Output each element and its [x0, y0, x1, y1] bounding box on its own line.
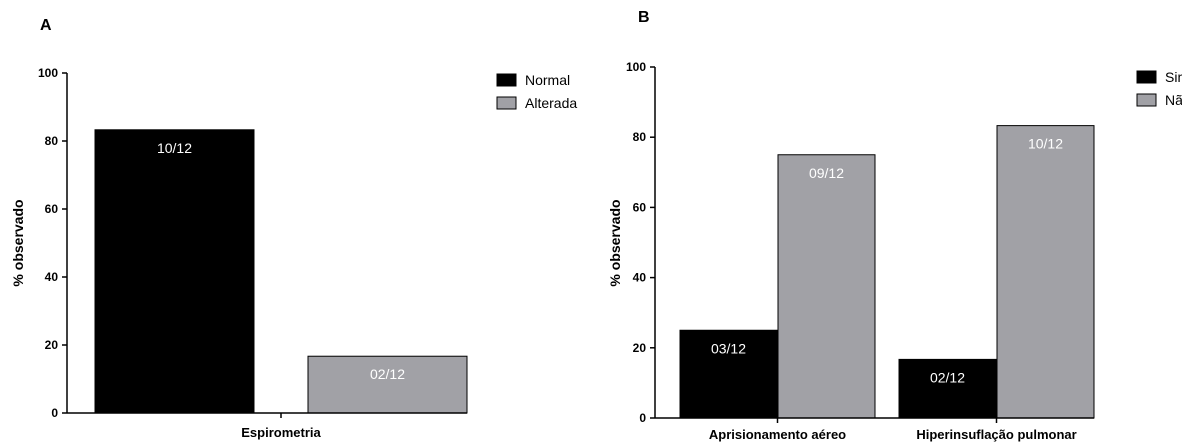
- chart-panel-a: A % observado 10/12 02/12 0 20 40 60 80 100 Espiro…: [10, 17, 577, 440]
- panel-label: A: [40, 17, 52, 34]
- y-tick-label: 0: [51, 406, 58, 420]
- bars: 03/12 09/12 02/12 10/12: [679, 125, 1095, 419]
- chart-panel-b: B % observado 03/12 09/12 02/12 10/12 0 20 40 60 8…: [607, 9, 1182, 442]
- x-category-label: Espirometria: [241, 425, 321, 440]
- legend-swatch: [496, 73, 517, 87]
- legend-label: Sim: [1165, 69, 1182, 85]
- y-tick-label: 20: [45, 338, 59, 352]
- panel-label: B: [638, 9, 650, 26]
- y-tick-label: 40: [633, 271, 647, 285]
- legend-swatch: [496, 96, 517, 110]
- bar-alterada: [307, 355, 468, 414]
- y-tick-label: 100: [38, 66, 58, 80]
- bars: 10/12 02/12: [94, 129, 468, 414]
- legend-swatch: [1136, 93, 1157, 107]
- y-tick-label: 80: [633, 130, 647, 144]
- bar-normal: [94, 129, 255, 414]
- bar-data-label: 02/12: [930, 369, 965, 385]
- legend: Normal Alterada: [496, 72, 577, 111]
- bar-data-label: 10/12: [157, 140, 192, 156]
- legend: Sim Não: [1136, 69, 1182, 108]
- bar-n-o: [996, 125, 1095, 419]
- legend-label: Não: [1165, 92, 1182, 108]
- legend-label: Normal: [525, 72, 570, 88]
- y-tick-label: 0: [639, 411, 646, 425]
- y-tick-label: 80: [45, 134, 59, 148]
- y-tick-label: 60: [45, 202, 59, 216]
- bar-data-label: 10/12: [1028, 136, 1063, 152]
- y-tick-label: 60: [633, 200, 647, 214]
- bar-data-label: 03/12: [711, 340, 746, 356]
- y-tick-label: 20: [633, 341, 647, 355]
- bar-n-o: [777, 154, 876, 419]
- y-tick-label: 100: [626, 60, 646, 74]
- legend-swatch: [1136, 70, 1157, 84]
- bar-sim: [679, 329, 778, 419]
- x-category-label: Aprisionamento aéreo: [709, 427, 846, 442]
- bar-sim: [898, 358, 997, 419]
- y-axis-title: % observado: [10, 199, 26, 286]
- bar-data-label: 09/12: [809, 165, 844, 181]
- bar-data-label: 02/12: [370, 366, 405, 382]
- legend-label: Alterada: [525, 95, 577, 111]
- x-category-label: Hiperinsuflação pulmonar: [916, 427, 1076, 442]
- y-axis-title: % observado: [607, 199, 623, 286]
- y-tick-label: 40: [45, 270, 59, 284]
